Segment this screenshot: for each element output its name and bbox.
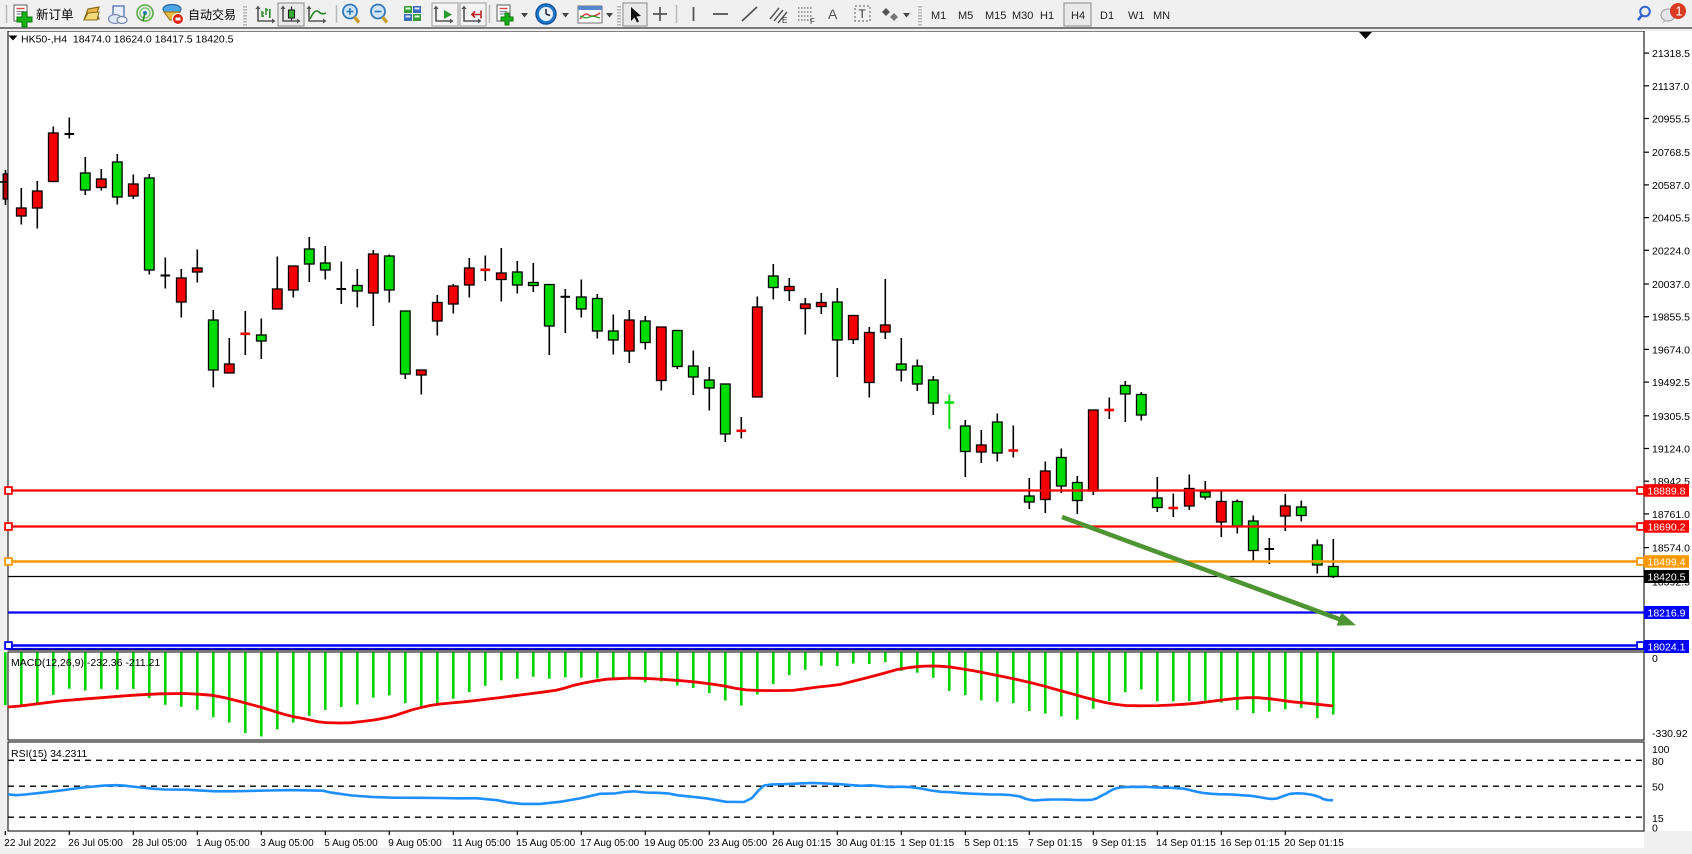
svg-text:9 Aug 05:00: 9 Aug 05:00 <box>388 838 442 849</box>
svg-text:7 Sep 01:15: 7 Sep 01:15 <box>1028 838 1082 849</box>
svg-text:21318.5: 21318.5 <box>1652 48 1690 60</box>
svg-text:18024.1: 18024.1 <box>1648 642 1686 654</box>
svg-text:20 Sep 01:15: 20 Sep 01:15 <box>1284 838 1344 849</box>
svg-text:19674.0: 19674.0 <box>1652 344 1690 356</box>
svg-text:M15: M15 <box>985 10 1006 22</box>
svg-text:20405.5: 20405.5 <box>1652 213 1690 225</box>
svg-text:HK50-,H4 18474.0 18624.0 1841: HK50-,H4 18474.0 18624.0 18417.5 18420.5 <box>21 34 234 46</box>
svg-text:28 Jul 05:00: 28 Jul 05:00 <box>132 838 187 849</box>
svg-text:RSI(15) 34.2311: RSI(15) 34.2311 <box>11 748 87 760</box>
svg-text:5 Sep 01:15: 5 Sep 01:15 <box>964 838 1018 849</box>
svg-text:20037.0: 20037.0 <box>1652 279 1690 291</box>
svg-text:-330.92: -330.92 <box>1652 728 1688 740</box>
svg-text:T: T <box>859 7 867 21</box>
svg-text:18216.9: 18216.9 <box>1648 608 1686 620</box>
svg-text:0: 0 <box>1652 653 1658 665</box>
svg-text:18761.0: 18761.0 <box>1652 509 1690 521</box>
svg-text:20587.0: 20587.0 <box>1652 180 1690 192</box>
svg-text:19 Aug 05:00: 19 Aug 05:00 <box>644 838 703 849</box>
svg-text:15 Aug 05:00: 15 Aug 05:00 <box>516 838 575 849</box>
svg-text:18574.0: 18574.0 <box>1652 543 1690 555</box>
svg-text:M30: M30 <box>1012 10 1033 22</box>
svg-text:26 Aug 01:15: 26 Aug 01:15 <box>772 838 831 849</box>
svg-text:M5: M5 <box>958 10 973 22</box>
svg-text:17 Aug 05:00: 17 Aug 05:00 <box>580 838 639 849</box>
svg-text:18690.2: 18690.2 <box>1648 522 1686 534</box>
svg-text:20955.5: 20955.5 <box>1652 114 1690 126</box>
svg-text:1 Sep 01:15: 1 Sep 01:15 <box>900 838 954 849</box>
svg-text:14 Sep 01:15: 14 Sep 01:15 <box>1156 838 1216 849</box>
svg-text:9 Sep 01:15: 9 Sep 01:15 <box>1092 838 1146 849</box>
svg-text:自动交易: 自动交易 <box>188 7 236 22</box>
svg-text:H4: H4 <box>1071 10 1085 22</box>
svg-text:MACD(12,26,9) -232.36 -211.21: MACD(12,26,9) -232.36 -211.21 <box>11 657 160 669</box>
svg-text:16 Sep 01:15: 16 Sep 01:15 <box>1220 838 1280 849</box>
svg-text:F: F <box>810 17 815 26</box>
svg-text:22 Jul 2022: 22 Jul 2022 <box>4 838 56 849</box>
svg-text:MN: MN <box>1153 10 1170 22</box>
svg-text:11 Aug 05:00: 11 Aug 05:00 <box>452 838 511 849</box>
svg-text:18499.4: 18499.4 <box>1648 557 1686 569</box>
svg-text:H1: H1 <box>1040 10 1054 22</box>
svg-text:26 Jul 05:00: 26 Jul 05:00 <box>68 838 123 849</box>
svg-text:15: 15 <box>1652 813 1664 825</box>
svg-text:1: 1 <box>1676 5 1683 19</box>
svg-text:新订单: 新订单 <box>36 7 74 22</box>
svg-text:19305.5: 19305.5 <box>1652 411 1690 423</box>
svg-text:3 Aug 05:00: 3 Aug 05:00 <box>260 838 314 849</box>
svg-text:19855.5: 19855.5 <box>1652 312 1690 324</box>
svg-text:21137.0: 21137.0 <box>1652 81 1689 93</box>
svg-text:19124.0: 19124.0 <box>1652 444 1690 456</box>
svg-text:0: 0 <box>1652 823 1658 835</box>
svg-text:80: 80 <box>1652 756 1664 768</box>
svg-text:20224.0: 20224.0 <box>1652 245 1690 257</box>
svg-text:M1: M1 <box>931 10 946 22</box>
svg-text:19492.5: 19492.5 <box>1652 377 1690 389</box>
svg-text:D1: D1 <box>1100 10 1114 22</box>
svg-text:100: 100 <box>1652 744 1670 756</box>
svg-text:20768.5: 20768.5 <box>1652 147 1690 159</box>
svg-text:W1: W1 <box>1128 10 1145 22</box>
svg-text:30 Aug 01:15: 30 Aug 01:15 <box>836 838 895 849</box>
svg-text:1 Aug 05:00: 1 Aug 05:00 <box>196 838 250 849</box>
svg-text:5 Aug 05:00: 5 Aug 05:00 <box>324 838 378 849</box>
svg-text:50: 50 <box>1652 782 1664 794</box>
svg-text:18889.8: 18889.8 <box>1648 486 1686 498</box>
svg-text:23 Aug 05:00: 23 Aug 05:00 <box>708 838 767 849</box>
svg-text:E: E <box>782 16 787 25</box>
svg-text:18420.5: 18420.5 <box>1648 572 1686 584</box>
svg-text:A: A <box>828 6 838 22</box>
